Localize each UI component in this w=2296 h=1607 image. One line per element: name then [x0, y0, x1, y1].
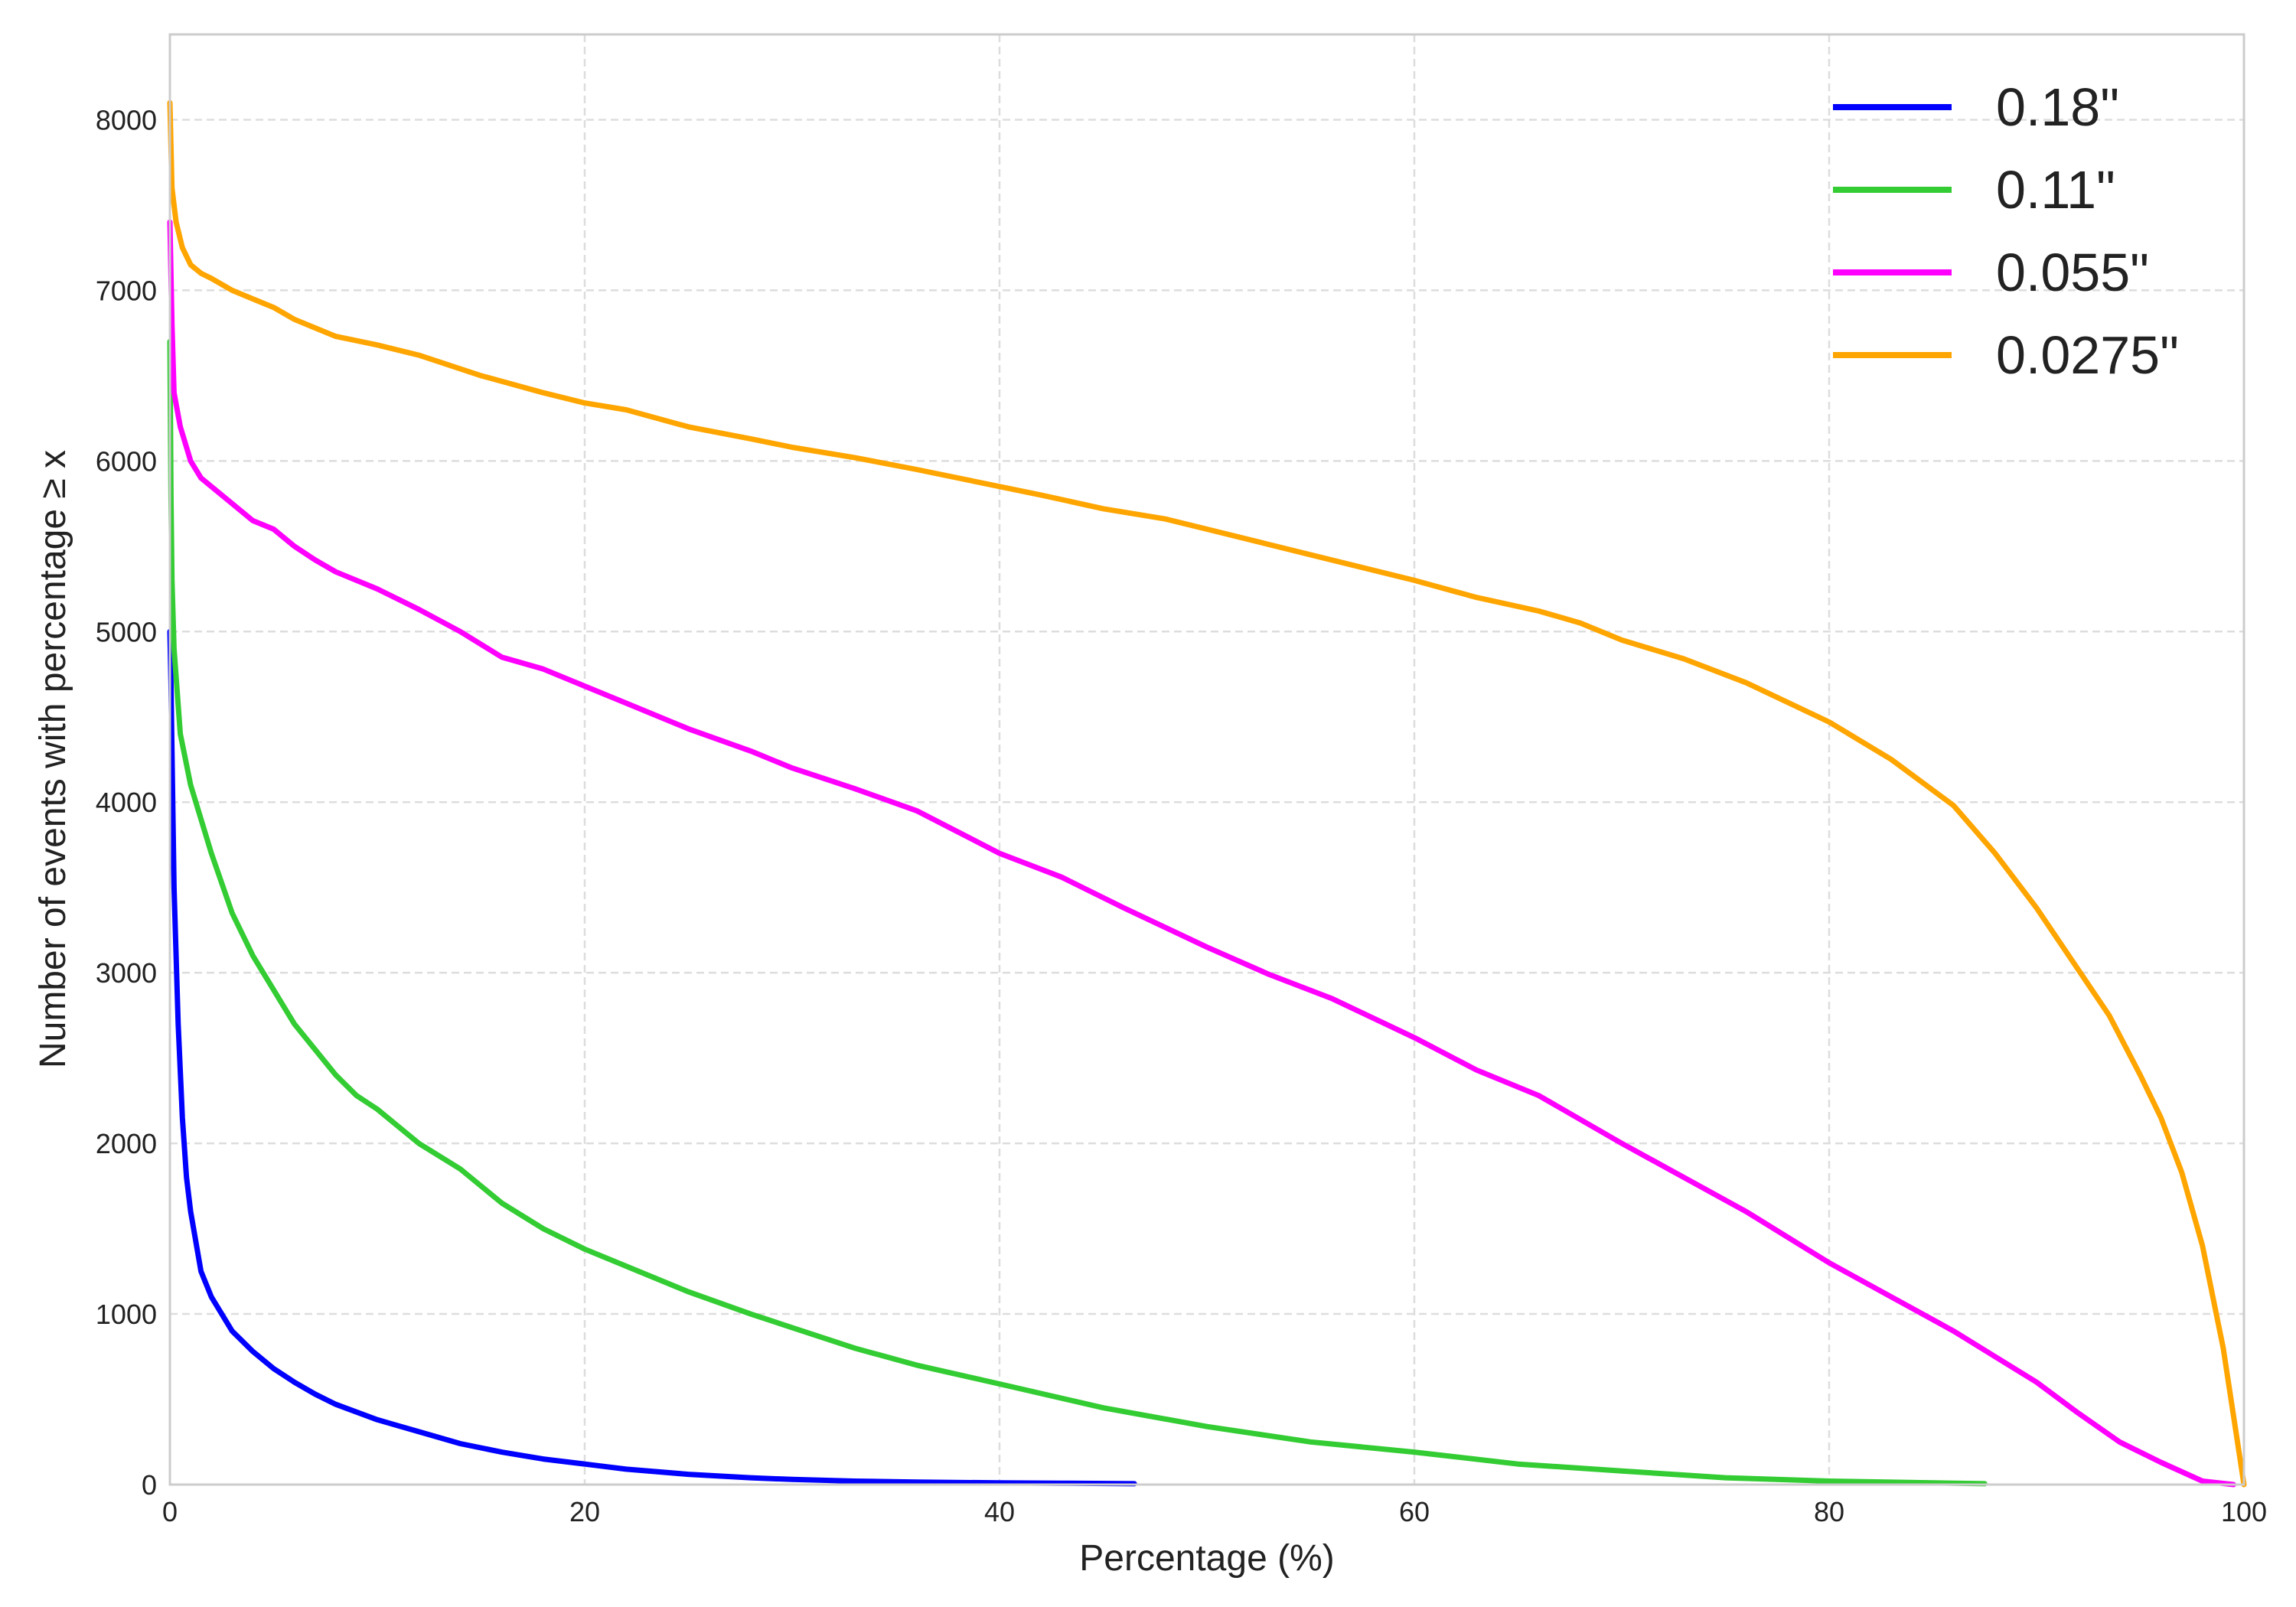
series-line-0: [167, 628, 1137, 1487]
y-tick-label: 4000: [96, 787, 157, 818]
x-tick-label: 80: [1814, 1496, 1844, 1527]
x-axis-title: Percentage (%): [1079, 1538, 1335, 1579]
y-tick-label: 6000: [96, 445, 157, 477]
series-line-2: [167, 219, 2236, 1488]
x-axis-ticks: 0 20 40 60 80 100: [162, 1496, 2267, 1527]
legend-label-0: 0.18": [1996, 77, 2119, 137]
x-tick-label: 0: [162, 1496, 178, 1527]
plot-frame: [168, 33, 2245, 1486]
y-tick-label: 3000: [96, 957, 157, 989]
y-tick-label: 5000: [96, 616, 157, 647]
series-line-1: [167, 338, 1988, 1487]
y-axis-ticks: 0 1000 2000 3000 4000 5000 6000 7000 8000: [96, 104, 157, 1501]
y-tick-label: 8000: [96, 104, 157, 135]
legend: 0.18" 0.11" 0.055" 0.0275": [1833, 77, 2179, 385]
x-tick-label: 100: [2221, 1496, 2267, 1527]
y-tick-label: 0: [142, 1469, 157, 1501]
y-tick-label: 1000: [96, 1299, 157, 1330]
legend-label-3: 0.0275": [1996, 325, 2179, 385]
y-axis-title: Number of events with percentage ≥ x: [33, 450, 73, 1068]
y-tick-label: 7000: [96, 275, 157, 306]
x-tick-label: 40: [984, 1496, 1015, 1527]
x-tick-label: 20: [569, 1496, 600, 1527]
series-line-3: [167, 99, 2247, 1488]
y-tick-label: 2000: [96, 1128, 157, 1159]
series-lines: [167, 99, 2247, 1488]
x-tick-label: 60: [1399, 1496, 1430, 1527]
legend-label-1: 0.11": [1996, 160, 2115, 220]
legend-label-2: 0.055": [1996, 243, 2149, 302]
